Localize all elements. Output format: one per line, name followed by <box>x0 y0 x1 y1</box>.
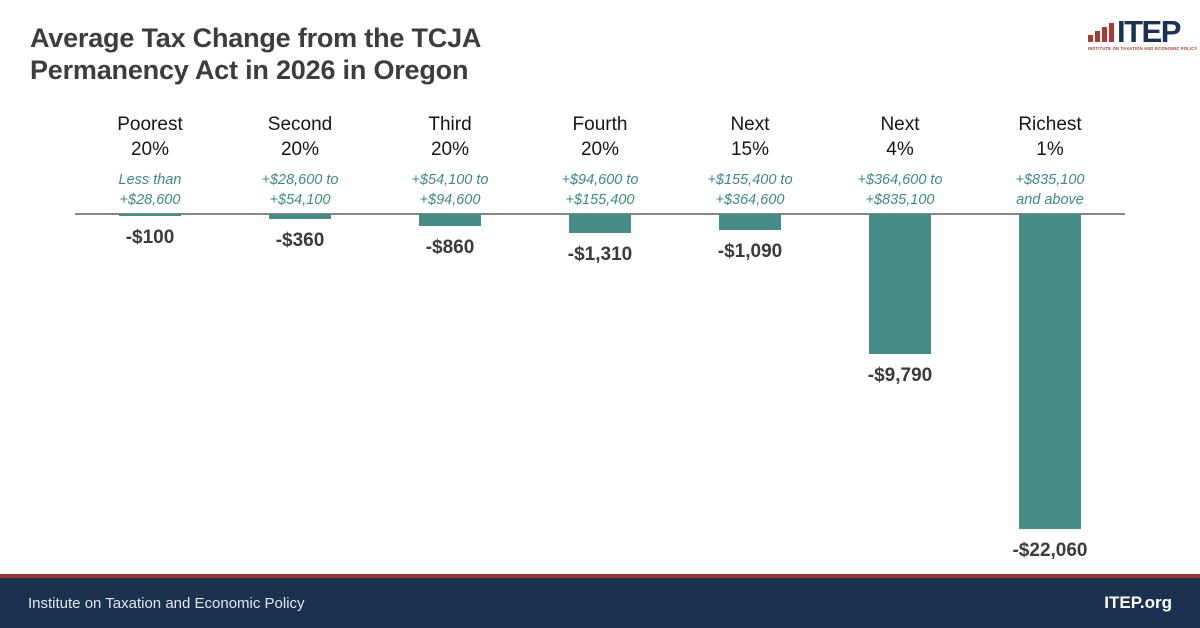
footer-bar: Institute on Taxation and Economic Polic… <box>0 578 1200 628</box>
footer-website: ITEP.org <box>1104 593 1172 612</box>
category-share: 20% <box>430 139 470 160</box>
title-line-1: Average Tax Change from the TCJA <box>30 23 482 53</box>
logo-wordmark: ITEP <box>1117 14 1181 49</box>
income-range-label: +$835,100 and above <box>975 170 1125 210</box>
income-range-line-1: +$94,600 to <box>561 172 639 188</box>
income-range-line-1: +$835,100 <box>1015 172 1085 188</box>
income-range-line-1: +$364,600 to <box>857 172 943 188</box>
income-range-label: +$94,600 to +$155,400 <box>525 170 675 210</box>
logo-row: ITEP <box>1088 14 1181 49</box>
bar <box>869 214 931 354</box>
category-name: Next <box>730 114 770 135</box>
category-name: Fourth <box>572 114 628 135</box>
category-label: Third 20% <box>375 112 525 162</box>
itep-logo: ITEP INSTITUTE ON TAXATION AND ECONOMIC … <box>1088 14 1198 51</box>
category-share: 20% <box>280 139 320 160</box>
income-range-label: +$28,600 to +$54,100 <box>225 170 375 210</box>
logo-bar-chart-icon <box>1088 23 1114 45</box>
income-range-line-1: +$28,600 to <box>261 172 339 188</box>
category-share: 1% <box>1036 139 1064 160</box>
footer-org-name: Institute on Taxation and Economic Polic… <box>28 594 305 612</box>
income-range-line-1: +$155,400 to <box>707 172 793 188</box>
category-label: Poorest 20% <box>75 112 225 162</box>
bar <box>719 214 781 230</box>
chart-column: Second 20% +$28,600 to +$54,100 <box>225 112 375 210</box>
value-label: -$1,310 <box>567 244 633 265</box>
income-range-label: +$364,600 to +$835,100 <box>825 170 975 210</box>
income-range-line-2: and above <box>1016 192 1084 208</box>
logo-bar-2 <box>1095 31 1100 42</box>
logo-bar-1 <box>1088 35 1093 42</box>
category-label: Second 20% <box>225 112 375 162</box>
category-share: 4% <box>886 139 914 160</box>
bar <box>1019 214 1081 529</box>
value-label: -$360 <box>275 230 325 251</box>
chart-column: Poorest 20% Less than +$28,600 <box>75 112 225 210</box>
chart-column: Richest 1% +$835,100 and above <box>975 112 1125 210</box>
bar <box>419 214 481 226</box>
category-name: Third <box>428 114 472 135</box>
category-share: 20% <box>580 139 620 160</box>
chart-column: Next 4% +$364,600 to +$835,100 <box>825 112 975 210</box>
income-range-label: Less than +$28,600 <box>75 170 225 210</box>
category-label: Next 4% <box>825 112 975 162</box>
value-label: -$860 <box>425 237 475 258</box>
logo-bar-4 <box>1109 23 1114 42</box>
category-label: Richest 1% <box>975 112 1125 162</box>
chart-column: Third 20% +$54,100 to +$94,600 <box>375 112 525 210</box>
category-name: Next <box>880 114 920 135</box>
bar <box>269 214 331 219</box>
income-range-label: +$54,100 to +$94,600 <box>375 170 525 210</box>
logo-tagline: INSTITUTE ON TAXATION AND ECONOMIC POLIC… <box>1088 46 1198 51</box>
income-range-label: +$155,400 to +$364,600 <box>675 170 825 210</box>
income-range-line-2: +$94,600 <box>419 192 481 208</box>
category-name: Poorest <box>117 114 183 135</box>
income-range-line-2: +$155,400 <box>565 192 635 208</box>
logo-bar-3 <box>1102 27 1107 42</box>
value-label: -$1,090 <box>717 241 783 262</box>
category-share: 20% <box>130 139 170 160</box>
income-range-line-2: +$54,100 <box>269 192 331 208</box>
bar <box>569 214 631 233</box>
bar <box>119 214 181 216</box>
chart-column: Fourth 20% +$94,600 to +$155,400 <box>525 112 675 210</box>
category-label: Next 15% <box>675 112 825 162</box>
footer-accent-line <box>0 574 1200 578</box>
chart-column: Next 15% +$155,400 to +$364,600 <box>675 112 825 210</box>
income-range-line-1: +$54,100 to <box>411 172 489 188</box>
income-range-line-1: Less than <box>118 172 182 188</box>
value-label: -$100 <box>125 227 175 248</box>
category-label: Fourth 20% <box>525 112 675 162</box>
income-range-line-2: +$835,100 <box>865 192 935 208</box>
income-range-line-2: +$28,600 <box>119 192 181 208</box>
value-label: -$22,060 <box>1012 540 1088 561</box>
title-line-2: Permanency Act in 2026 in Oregon <box>30 55 469 85</box>
category-name: Richest <box>1018 114 1082 135</box>
value-label: -$9,790 <box>867 365 933 386</box>
category-share: 15% <box>730 139 770 160</box>
page-title: Average Tax Change from the TCJA Permane… <box>30 22 481 86</box>
income-range-line-2: +$364,600 <box>715 192 785 208</box>
category-name: Second <box>267 114 333 135</box>
